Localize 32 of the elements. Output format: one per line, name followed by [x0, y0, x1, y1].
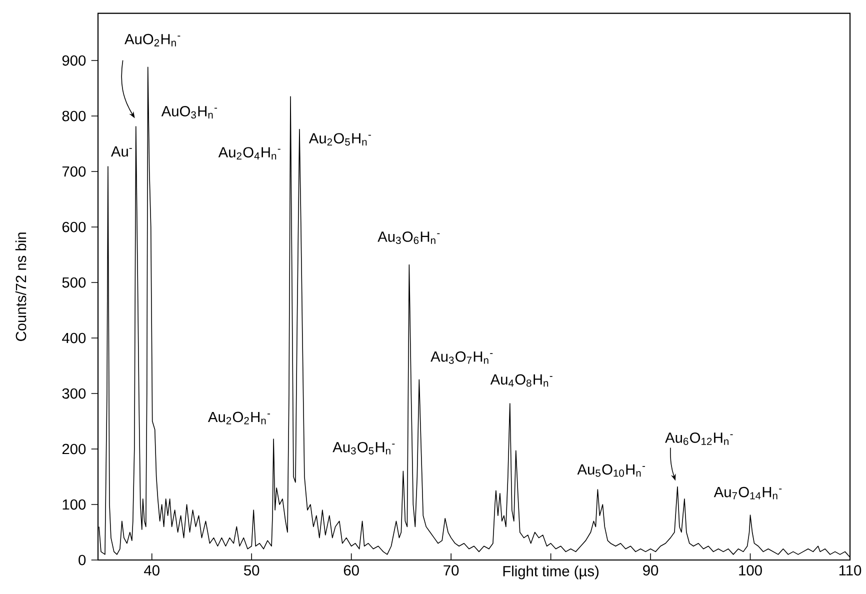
- y-tick-label: 300: [62, 388, 86, 399]
- y-tick-label: 400: [62, 332, 86, 344]
- annotation: Au$_{2}$O$_{2}$H$_{n}$-: [208, 412, 270, 424]
- x-tick-label: 90: [643, 565, 658, 576]
- y-tick-label: 900: [62, 55, 86, 66]
- y-tick-label: 700: [62, 166, 86, 177]
- x-tick-label: 70: [444, 565, 459, 576]
- annotation: Au$_{6}$O$_{12}$H$_{n}$-: [665, 432, 733, 446]
- y-tick-label: 800: [62, 110, 86, 122]
- annotation: AuO$_{3}$H$_{n}$-: [161, 106, 218, 119]
- x-tick-label: 60: [344, 565, 359, 576]
- y-tick-label: 100: [62, 499, 86, 510]
- x-tick-label: 50: [244, 565, 260, 576]
- annotation: AuO$_{2}$H$_{n}$-: [124, 34, 180, 46]
- annotation: Au$_{3}$O$_{5}$H$_{n}$-: [332, 442, 395, 454]
- annotation: Au$_{7}$O$_{14}$H$_{n}$-: [714, 486, 782, 500]
- y-tick-label: 600: [62, 222, 86, 232]
- annotation: Au$_{3}$O$_{6}$H$_{n}$-: [378, 231, 440, 244]
- x-tick-label: 110: [839, 565, 862, 576]
- annotation: Au$_{5}$O$_{10}$H$_{n}$-: [577, 464, 645, 477]
- y-tick-label: 500: [62, 277, 86, 288]
- annotation: Au$^{-}$: [110, 146, 132, 157]
- x-axis-title: Flight time (µs): [503, 566, 599, 580]
- annotation: Au$_{3}$O$_{7}$H$_{n}$-: [430, 351, 493, 364]
- y-axis-title: Counts/72 ns bin: [15, 232, 26, 341]
- annotation: Au$_{2}$O$_{4}$H$_{n}$-: [218, 147, 280, 160]
- annotation: Au$_{2}$O$_{5}$H$_{n}$-: [308, 133, 371, 146]
- x-tick-label: 100: [739, 565, 762, 576]
- y-tick-label: 200: [62, 444, 86, 454]
- annotation: Au$_{4}$O$_{8}$H$_{n}$-: [490, 374, 552, 387]
- x-tick-label: 40: [144, 565, 160, 576]
- y-tick-label: 0: [78, 554, 86, 566]
